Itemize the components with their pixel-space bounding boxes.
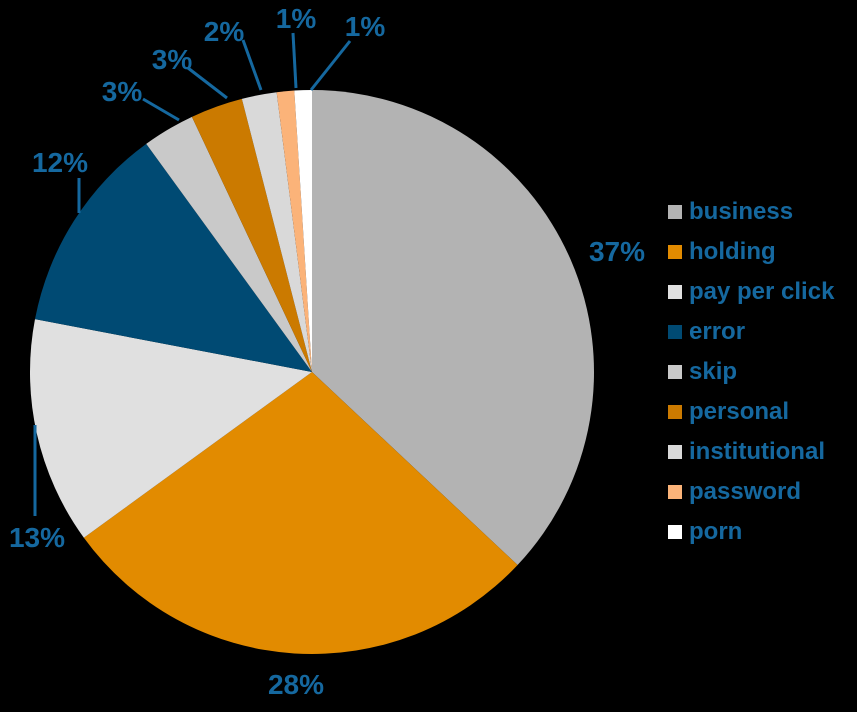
pie-slice-business [312, 90, 594, 566]
legend-label-personal: personal [689, 398, 790, 425]
legend-label-porn: porn [689, 518, 743, 545]
legend-label-holding: holding [689, 238, 776, 265]
legend-item-institutional: institutional [668, 432, 834, 472]
legend-item-pay-per-click: pay per click [668, 272, 834, 312]
legend-label-password: password [689, 478, 802, 505]
legend-label-error: error [689, 318, 746, 345]
pie-slice-error [34, 143, 313, 372]
pie-slice-skip [146, 116, 312, 372]
pct-label-business: 37% [589, 236, 645, 267]
legend-swatch-personal [668, 405, 682, 419]
pct-label-porn: 1% [345, 11, 386, 42]
legend-label-business: business [689, 198, 794, 225]
legend-swatch-holding [668, 245, 682, 259]
legend-item-password: password [668, 472, 834, 512]
legend-item-holding: holding [668, 232, 834, 272]
pie-slice-porn [294, 90, 312, 372]
pct-label-holding: 28% [268, 669, 324, 700]
legend-label-pay-per-click: pay per click [689, 278, 835, 305]
leader-line-institutional [241, 39, 263, 91]
leader-line-porn [309, 40, 352, 91]
leader-line-password [291, 32, 298, 89]
legend-item-skip: skip [668, 352, 834, 392]
legend-swatch-error [668, 325, 682, 339]
legend-swatch-password [668, 485, 682, 499]
legend-item-porn: porn [668, 512, 834, 552]
pct-label-institutional: 2% [204, 16, 245, 47]
legend-swatch-pay-per-click [668, 285, 682, 299]
pie-slice-pay-per-click [29, 319, 313, 538]
leader-line-skip [142, 97, 180, 122]
legend-swatch-business [668, 205, 682, 219]
legend-label-institutional: institutional [689, 438, 825, 465]
legend-swatch-skip [668, 365, 682, 379]
leader-line-personal [187, 66, 228, 100]
pct-label-password: 1% [276, 3, 317, 34]
pct-label-pay-per-click: 13% [9, 522, 65, 553]
pie-slice-password [276, 90, 312, 372]
legend-swatch-porn [668, 525, 682, 539]
legend-label-skip: skip [689, 358, 738, 385]
legend-swatch-institutional [668, 445, 682, 459]
legend-item-personal: personal [668, 392, 834, 432]
pie-slice-holding [83, 372, 518, 654]
legend-item-error: error [668, 312, 834, 352]
pct-label-error: 12% [32, 147, 88, 178]
legend-item-business: business [668, 192, 834, 232]
pie-slice-institutional [241, 92, 312, 372]
legend: business holding pay per click error skip per… [668, 192, 834, 552]
pie-slice-personal [191, 98, 312, 373]
pct-label-personal: 3% [152, 44, 193, 75]
pct-label-skip: 3% [102, 76, 143, 107]
